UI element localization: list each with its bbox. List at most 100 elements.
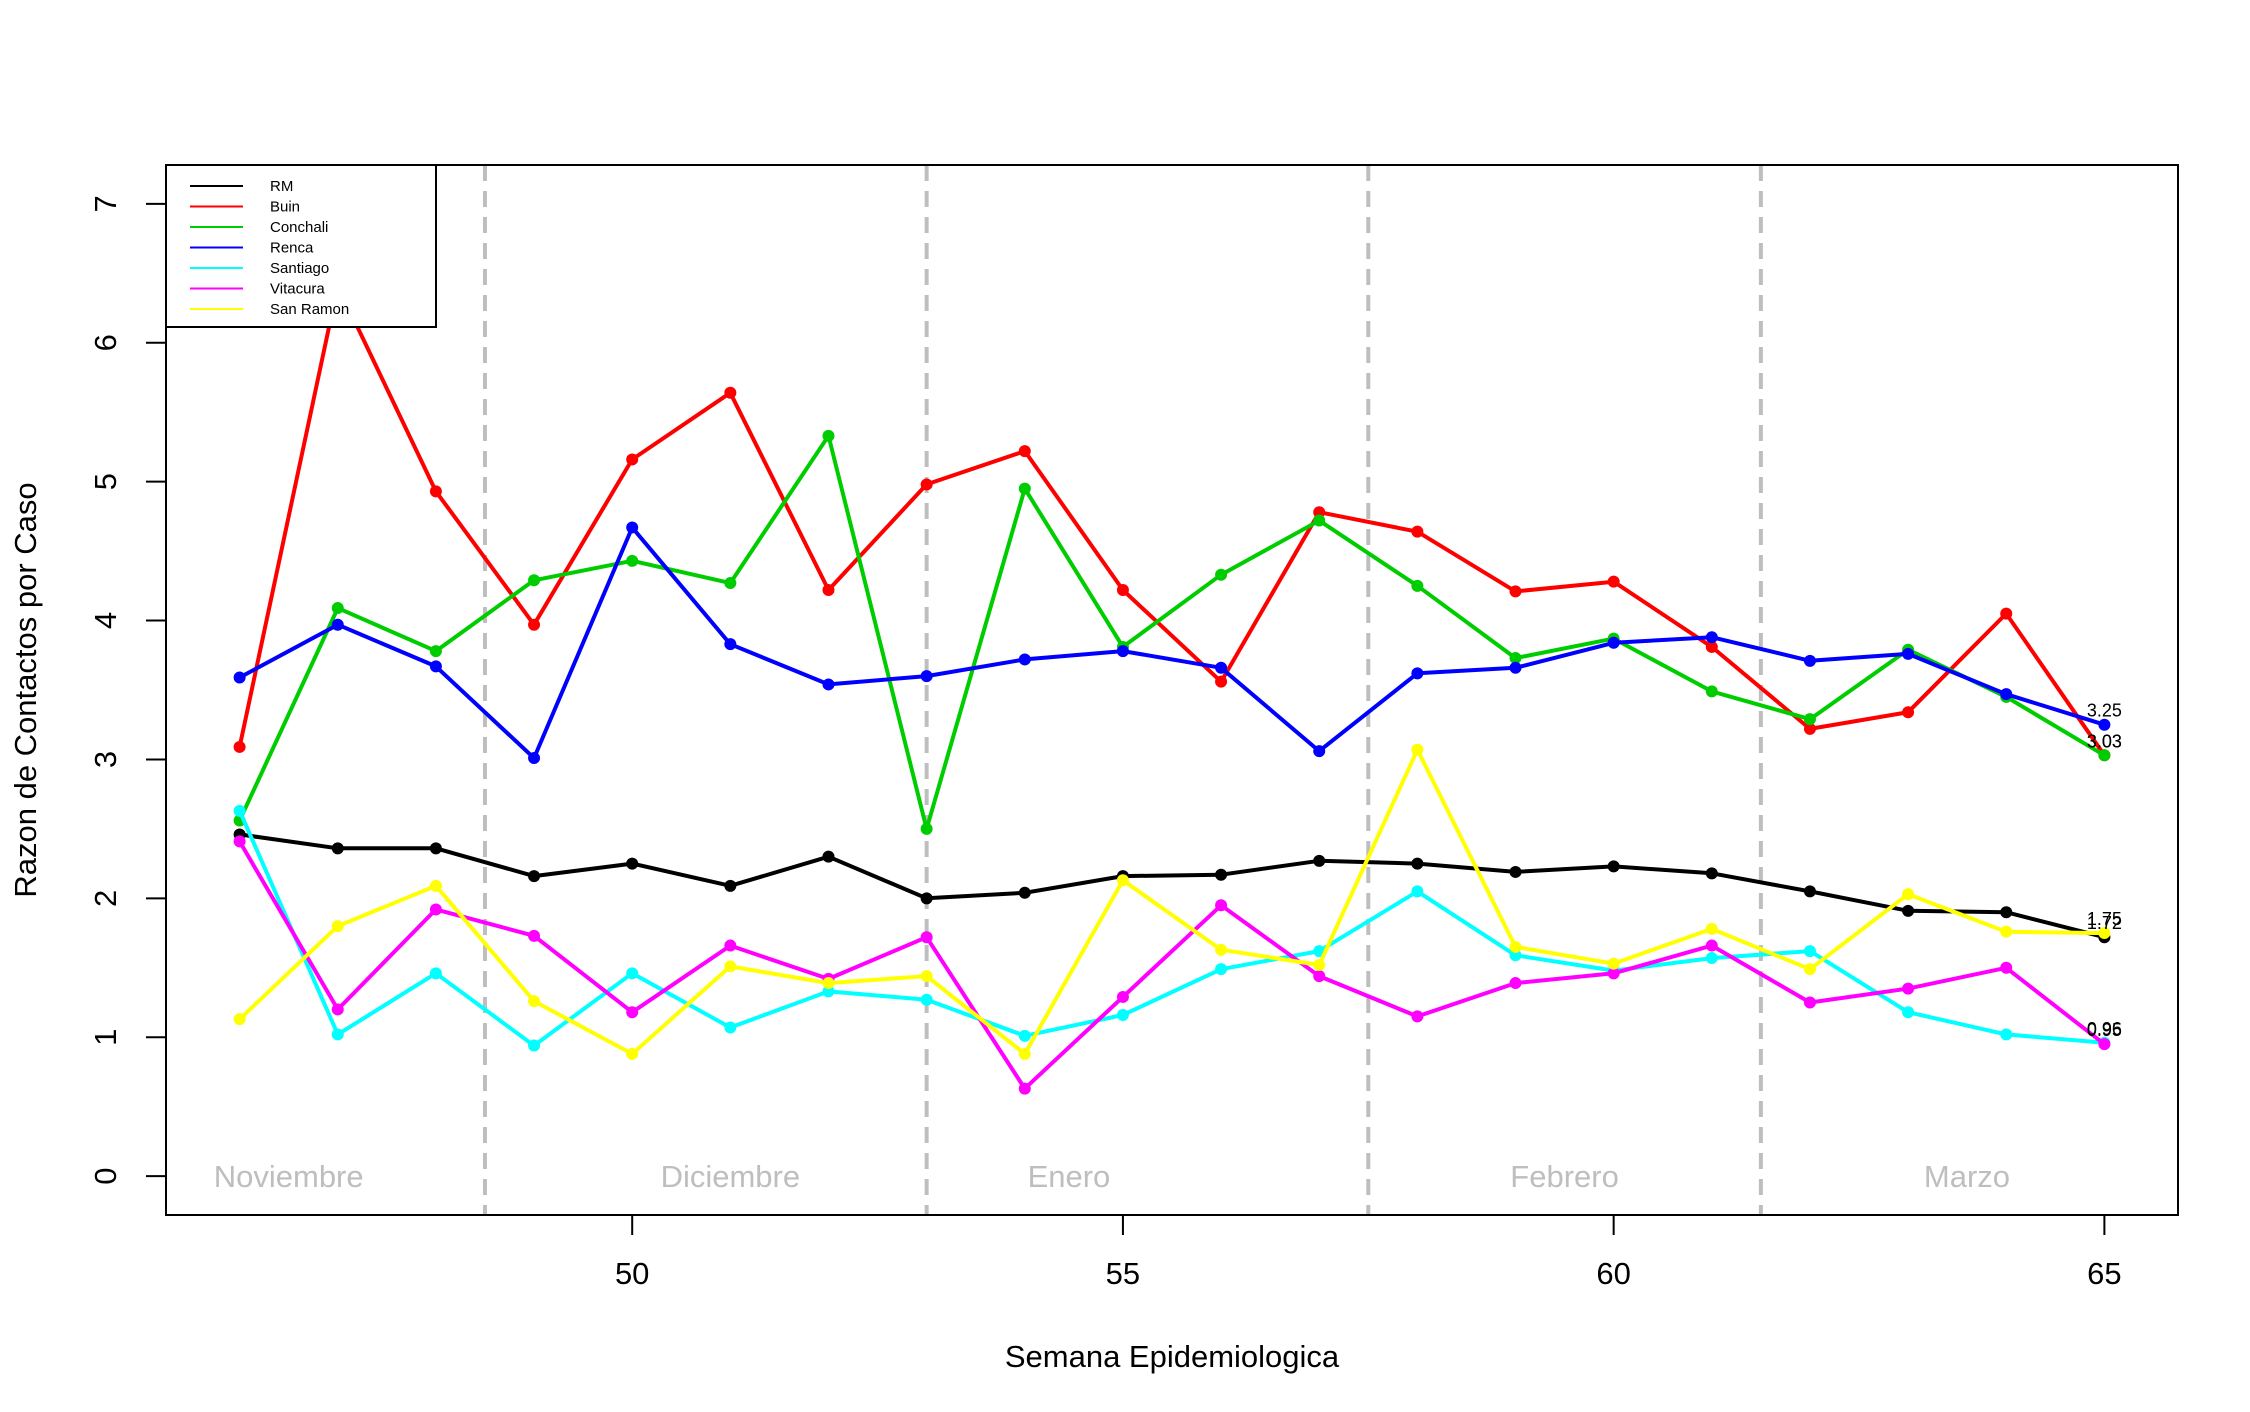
series-point: [233, 740, 246, 753]
series-point: [920, 670, 933, 683]
y-tick-label: 6: [88, 334, 123, 351]
series-point: [1509, 865, 1522, 878]
series-point: [528, 574, 541, 587]
series-point: [920, 892, 933, 905]
series-point: [1902, 982, 1915, 995]
series-point: [1018, 445, 1031, 458]
end-value-label: 1.72: [2087, 913, 2122, 933]
y-tick-label: 4: [88, 612, 123, 629]
legend: RM Buin Conchali Renca Santiago Vitacura San R…: [165, 164, 437, 328]
series-point: [233, 804, 246, 817]
x-tick-label: 55: [1106, 1256, 1140, 1291]
series-point: [1607, 957, 1620, 970]
series-point: [2000, 906, 2013, 919]
month-label: Febrero: [1510, 1159, 1619, 1194]
series-point: [331, 602, 344, 615]
month-label: Diciembre: [661, 1159, 801, 1194]
series-point: [1509, 940, 1522, 953]
series-point: [1803, 945, 1816, 958]
series-point: [1902, 888, 1915, 901]
series-point: [2000, 925, 2013, 938]
series-point: [528, 929, 541, 942]
legend-label: Renca: [270, 240, 314, 257]
series-point: [1313, 854, 1326, 867]
month-labels: Noviembre Diciembre Enero Febrero Marzo: [214, 1159, 2010, 1194]
series-point: [822, 678, 835, 691]
series-point: [724, 939, 737, 952]
series-point: [1803, 885, 1816, 898]
series-point: [920, 970, 933, 983]
series-point: [1116, 990, 1129, 1003]
series-point: [1116, 584, 1129, 596]
series-point: [1018, 482, 1031, 495]
series-line: [238, 747, 2105, 1056]
series-point: [1313, 959, 1326, 971]
series-point: [331, 1003, 344, 1016]
series-point: [822, 977, 835, 990]
series-point: [1215, 899, 1228, 912]
series-point: [1607, 575, 1620, 588]
legend-label: Vitacura: [270, 281, 325, 298]
end-value-label: 0.96: [2087, 1019, 2122, 1039]
end-value-label: 3.25: [2087, 701, 2122, 721]
end-value-label: 3.03: [2087, 731, 2122, 751]
series-point: [1607, 860, 1620, 873]
series-point: [1803, 996, 1816, 1009]
x-axis-label: Semana Epidemiologica: [1005, 1339, 1340, 1374]
series-point: [626, 967, 639, 980]
series-point: [1018, 886, 1031, 899]
series-point: [1705, 952, 1718, 965]
series-point: [233, 835, 246, 848]
end-value-label: 1.75: [2087, 909, 2122, 929]
legend-label: Buin: [270, 199, 300, 216]
series-point: [1018, 1047, 1031, 1060]
series-point: [1509, 661, 1522, 674]
series-line: [237, 433, 2106, 831]
series-point: [233, 1013, 246, 1026]
series-point: [1116, 645, 1129, 658]
series-point: [1018, 1082, 1031, 1095]
series-point: [626, 1047, 639, 1060]
series-point: [626, 521, 639, 534]
series-point: [1803, 722, 1816, 735]
y-tick-label: 7: [88, 195, 123, 212]
series-point: [1411, 667, 1424, 680]
series-point: [1902, 1006, 1915, 1019]
series-point: [2000, 607, 2013, 620]
series-point: [429, 842, 442, 855]
series-point: [1509, 949, 1522, 962]
series-point: [429, 485, 442, 498]
series-point: [822, 584, 835, 596]
series-point: [724, 386, 737, 399]
series-point: [429, 645, 442, 658]
series-point: [920, 993, 933, 1006]
series-point: [1705, 631, 1718, 644]
series-point: [2098, 749, 2111, 762]
series-point: [724, 577, 737, 590]
legend-label: San Ramon: [270, 301, 349, 318]
series-point: [822, 850, 835, 863]
series-point: [1509, 652, 1522, 665]
end-value-label: 3.03: [2087, 731, 2122, 751]
series-point: [1313, 745, 1326, 758]
series-point: [429, 967, 442, 980]
series-point: [1705, 867, 1718, 880]
series-point: [1215, 568, 1228, 581]
y-axis: 0 1 2 3 4 5 6 7: [88, 195, 167, 1185]
series-point: [724, 960, 737, 973]
end-value-label: 0.95: [2087, 1020, 2122, 1040]
x-tick-label: 60: [1596, 1256, 1630, 1291]
series-point: [1705, 922, 1718, 935]
series-point: [822, 985, 835, 998]
series-point: [1705, 685, 1718, 698]
y-tick-label: 1: [88, 1029, 123, 1046]
series-point: [1411, 885, 1424, 898]
series-point: [626, 453, 639, 466]
series-line: [237, 809, 2105, 1048]
series-point: [528, 618, 541, 631]
month-label: Marzo: [1924, 1159, 2010, 1194]
series-point: [1215, 943, 1228, 956]
series-point: [1803, 654, 1816, 667]
series-point: [2098, 927, 2111, 940]
